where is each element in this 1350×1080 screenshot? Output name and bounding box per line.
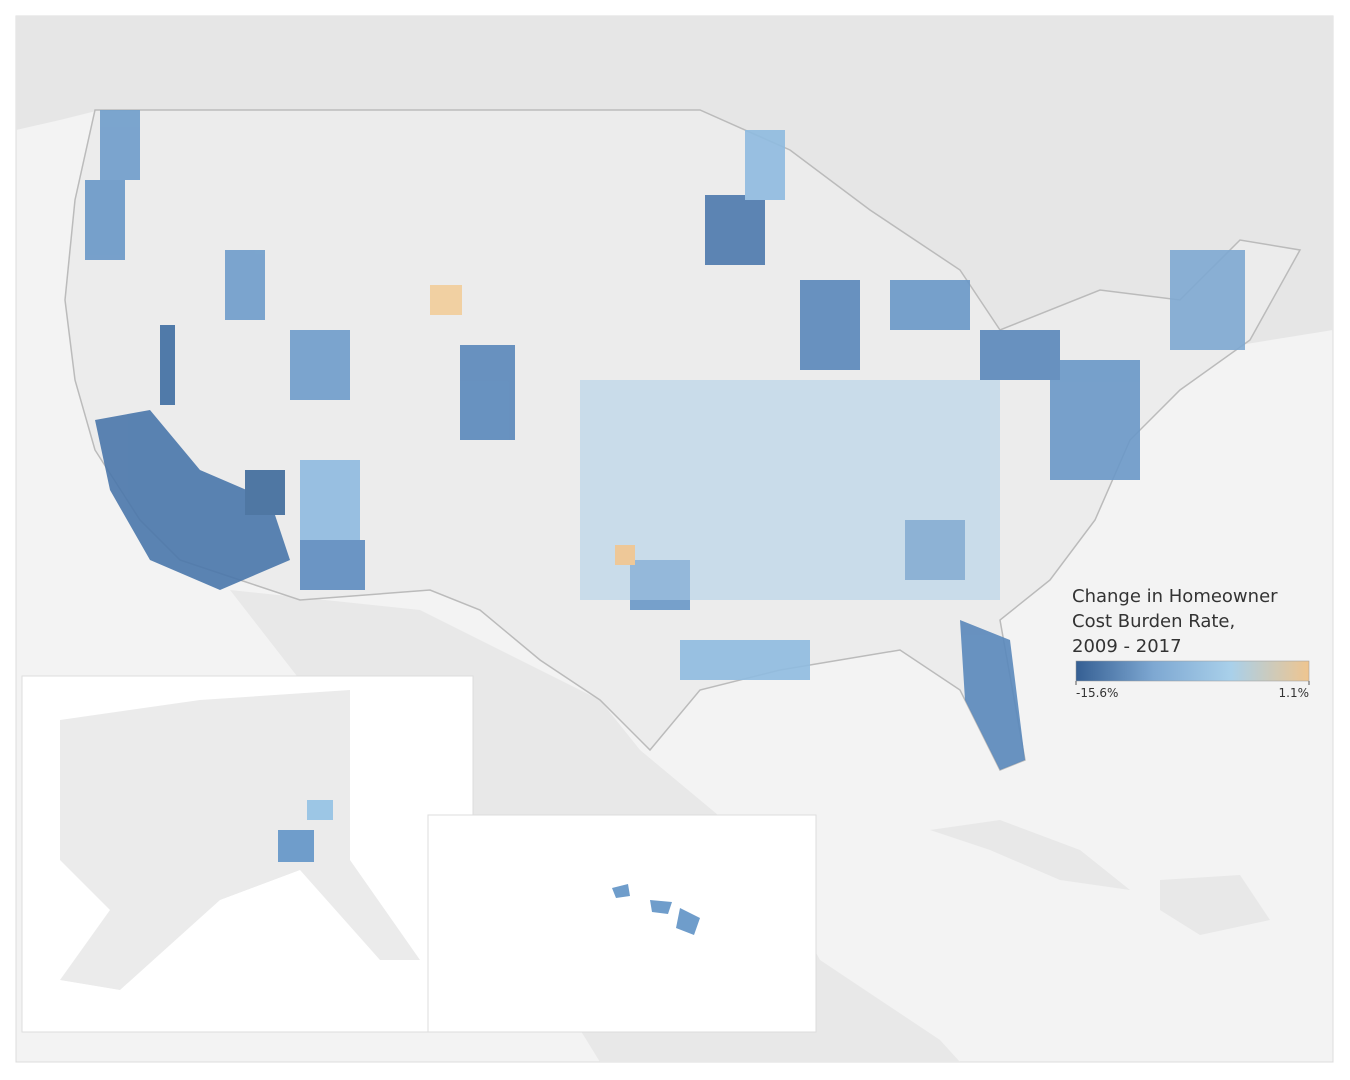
legend-label: 1.1% xyxy=(1279,686,1310,700)
alaska xyxy=(60,690,420,990)
canada xyxy=(16,16,1333,345)
color-ramp xyxy=(1075,660,1310,682)
hawaii-inset xyxy=(427,814,817,1033)
legend-title: 2009 - 2017 xyxy=(1072,636,1182,657)
county-shading xyxy=(85,110,1245,770)
hispaniola xyxy=(1160,875,1270,935)
cuba xyxy=(930,820,1130,890)
legend-label: -15.6% xyxy=(1076,686,1118,700)
legend-title: Change in Homeowner xyxy=(1072,586,1278,607)
alaska-area xyxy=(278,830,314,862)
alaska-area xyxy=(307,800,333,820)
hawaii xyxy=(612,884,700,935)
legend: Change in Homeowner Cost Burden Rate, 20… xyxy=(1072,586,1310,700)
legend-title: Cost Burden Rate, xyxy=(1072,611,1235,632)
